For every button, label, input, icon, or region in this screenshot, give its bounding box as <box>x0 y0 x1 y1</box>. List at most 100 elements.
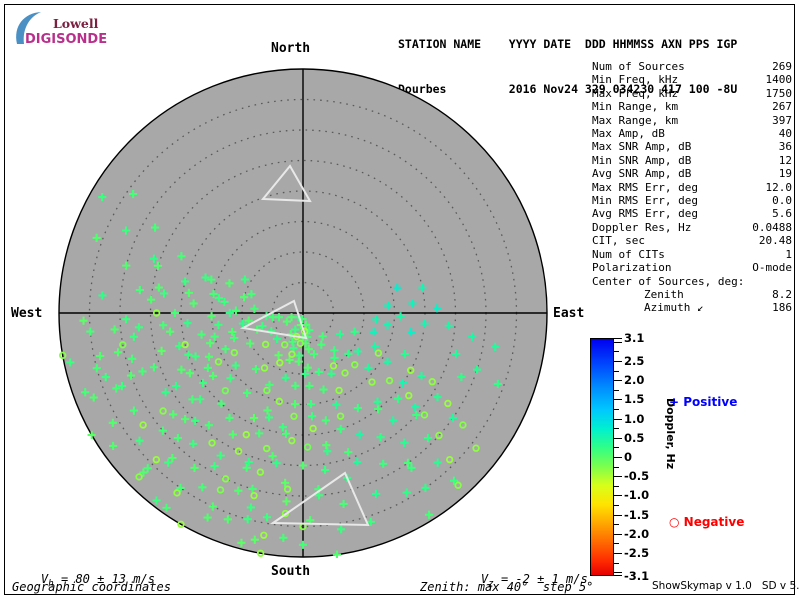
echo-point-positive <box>281 478 290 487</box>
echo-point-positive <box>157 346 166 355</box>
stat-value: 267 <box>772 100 792 114</box>
echo-point-negative <box>296 339 305 348</box>
echo-point-positive <box>191 416 200 425</box>
echo-point-positive <box>108 418 117 427</box>
echo-point-positive <box>319 385 328 394</box>
echo-point-positive <box>183 319 192 328</box>
echo-point-positive <box>420 319 429 328</box>
echo-point-positive <box>214 320 223 329</box>
colorbar-tick <box>614 447 619 449</box>
echo-point-positive <box>249 413 259 423</box>
echo-point-negative <box>242 430 250 439</box>
stat-row: Num of CITs 1 <box>592 248 792 261</box>
stat-label: Avg RMS Err, deg <box>592 207 698 221</box>
echo-point-positive <box>279 533 288 542</box>
echo-point-negative <box>374 349 383 357</box>
echo-point-negative <box>135 473 143 481</box>
colorbar-tick-label: -2.0 <box>624 526 650 541</box>
echo-point-positive <box>177 365 186 374</box>
echo-point-positive <box>196 395 205 404</box>
echo-point-positive <box>336 424 345 434</box>
stat-row: Max RMS Err, deg 12.0 <box>592 181 792 194</box>
echo-point-negative <box>276 359 284 367</box>
echo-point-positive <box>143 464 152 473</box>
echo-point-positive <box>449 476 459 485</box>
echo-point-positive <box>402 488 411 497</box>
echo-point-positive <box>117 382 127 391</box>
echo-point-positive <box>135 285 145 295</box>
echo-point-positive <box>152 496 161 505</box>
colorbar-tick-labels: 3.1 2.5 2.0 1.5 1.0 0.5 0 -0.5 -1.0 -1.5 -2.0 -2.5 -… <box>624 331 664 583</box>
echo-point-positive <box>122 261 131 270</box>
echo-point-positive <box>274 351 283 360</box>
echo-point-positive <box>264 413 274 422</box>
echo-point-positive <box>230 333 239 343</box>
echo-point-negative <box>256 468 265 476</box>
stat-row: Max Amp, dB 40 <box>592 127 792 140</box>
stat-row: Max SNR Amp, dB 36 <box>592 140 792 153</box>
echo-point-negative <box>444 399 452 408</box>
echo-point-positive <box>353 457 362 467</box>
echo-point-positive <box>263 406 272 415</box>
echo-point-negative <box>221 386 230 395</box>
stat-value: 0.0488 <box>752 220 792 234</box>
echo-point-negative <box>250 491 258 500</box>
echo-point-positive <box>246 339 255 348</box>
center-label: Zenith <box>644 287 684 301</box>
vz-symbol: V <box>480 572 489 586</box>
echo-point-positive <box>394 394 403 403</box>
echo-point-positive <box>207 312 216 321</box>
stat-row: Min Range, km 267 <box>592 100 792 113</box>
echo-point-positive <box>408 299 417 308</box>
echo-point-positive <box>317 340 326 349</box>
echo-point-positive <box>190 463 199 473</box>
echo-point-negative <box>420 411 429 419</box>
echo-point-positive <box>150 223 160 232</box>
stat-label: Max Range, km <box>592 113 679 127</box>
stat-label: Min SNR Amp, dB <box>592 153 692 167</box>
source-echo-points <box>59 189 502 558</box>
colorbar-tick-label: -1.0 <box>624 488 650 503</box>
echo-point-positive <box>210 462 219 471</box>
echo-point-positive <box>285 355 294 365</box>
drift-triangle-2 <box>269 471 370 527</box>
center-label: Azimuth ↙ <box>644 301 704 315</box>
echo-point-positive <box>201 273 210 282</box>
echo-point-positive <box>417 371 426 381</box>
stat-value: 1400 <box>765 73 793 87</box>
echo-point-positive <box>374 405 383 414</box>
colorbar-tick <box>614 504 619 506</box>
echo-point-positive <box>109 441 118 451</box>
stat-label: Max Freq, kHz <box>592 86 679 100</box>
colorbar-tick-label: 0 <box>624 450 633 464</box>
echo-point-positive <box>306 400 316 409</box>
echo-point-positive <box>291 325 300 334</box>
echo-point-positive <box>318 332 327 341</box>
echo-point-positive <box>247 290 256 299</box>
echo-point-positive <box>369 327 378 337</box>
colorbar-tick <box>614 562 619 564</box>
echo-point-positive <box>400 438 409 447</box>
echo-point-negative <box>445 455 454 464</box>
colorbar-tick <box>614 341 622 343</box>
echo-point-positive <box>113 348 123 357</box>
stat-row: Min SNR Amp, dB 12 <box>592 154 792 167</box>
echo-point-positive <box>92 364 101 373</box>
echo-point-positive <box>242 463 251 472</box>
echo-point-negative <box>262 444 271 453</box>
stat-label: Polarization <box>592 261 672 275</box>
colorbar-gradient <box>590 338 614 576</box>
colorbar-tick <box>614 457 622 458</box>
stat-value: 0.0 <box>772 194 792 208</box>
stat-value: 397 <box>772 113 792 127</box>
echo-point-positive <box>189 299 198 308</box>
colorbar-tick <box>614 370 619 372</box>
echo-point-positive <box>128 354 137 363</box>
echo-point-positive <box>321 416 330 425</box>
echo-point-positive <box>176 483 185 492</box>
center-value: 8.2 <box>772 287 792 301</box>
echo-point-positive <box>161 388 170 397</box>
colorbar-tick <box>614 338 622 339</box>
echo-point-positive <box>373 397 382 406</box>
stat-label: Max SNR Amp, dB <box>592 140 692 154</box>
